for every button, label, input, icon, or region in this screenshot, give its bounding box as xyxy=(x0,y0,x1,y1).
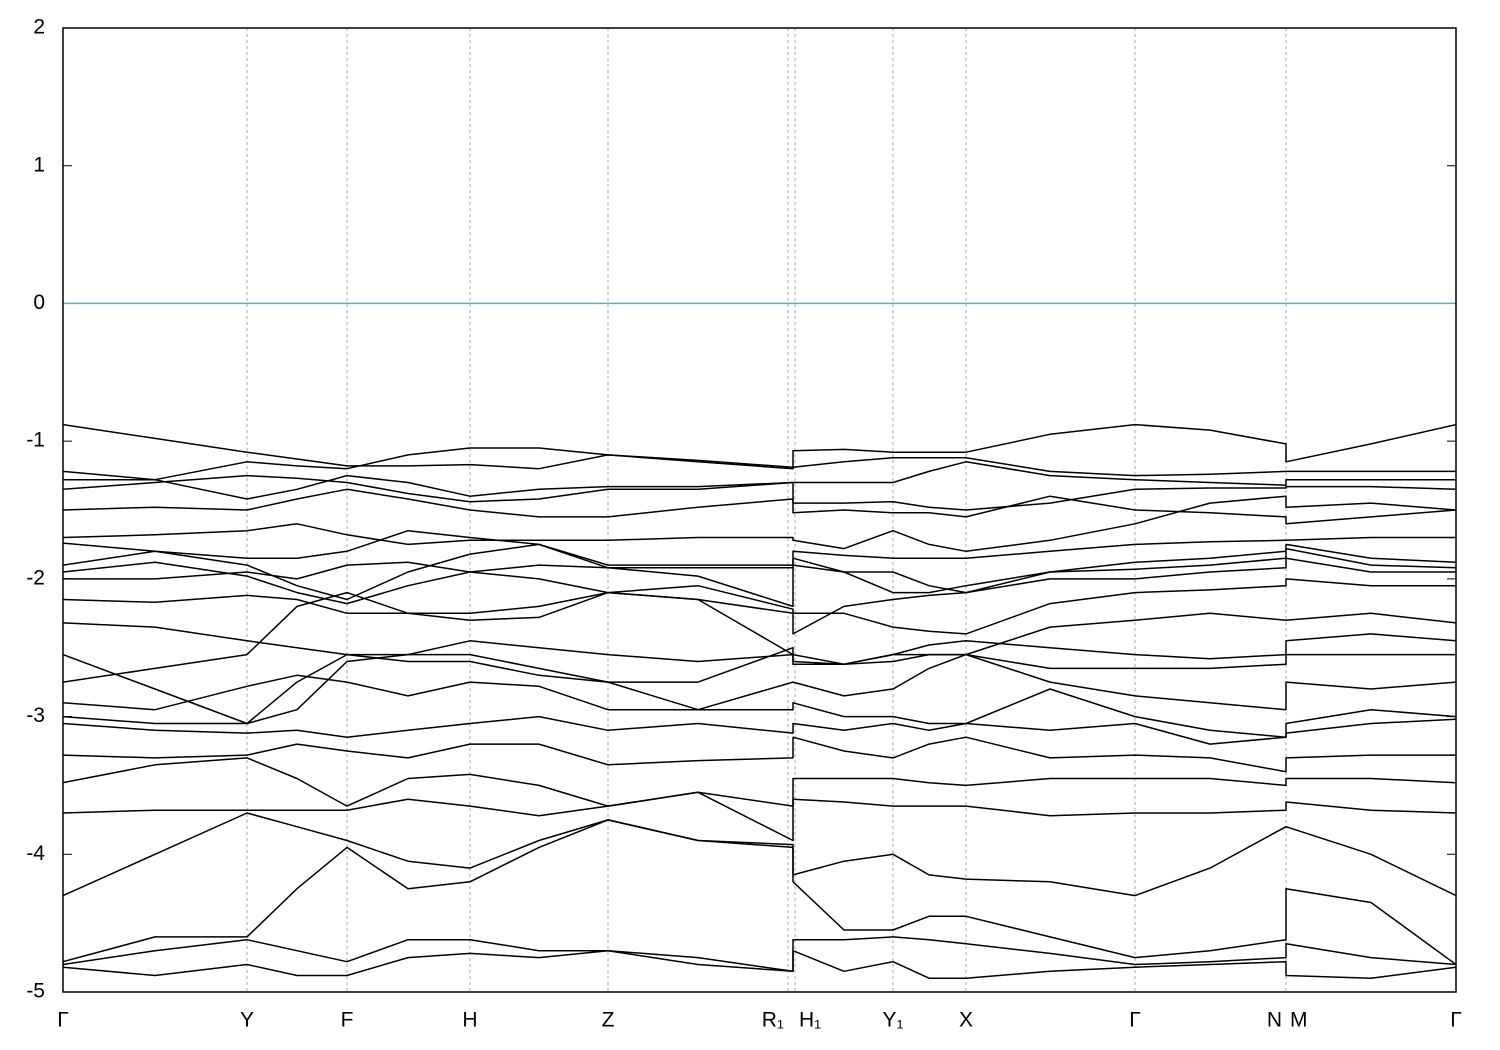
band-line xyxy=(63,578,1456,635)
band-line xyxy=(63,547,1456,608)
band-line xyxy=(63,819,1456,966)
band-line xyxy=(63,757,1456,807)
y-tick-label: -3 xyxy=(26,704,45,727)
band-line xyxy=(63,715,1456,745)
y-tick-label: -2 xyxy=(26,566,45,589)
x-tick-label: Y xyxy=(240,1009,254,1032)
band-line xyxy=(63,488,1456,525)
band-line xyxy=(63,591,1456,683)
band-line xyxy=(63,736,1456,773)
band-line xyxy=(63,423,1456,470)
y-tick-label: -1 xyxy=(26,429,45,452)
plot-frame xyxy=(62,27,1457,993)
x-tick-label: H xyxy=(462,1009,477,1032)
band-line xyxy=(63,653,1456,738)
x-tick-label: M xyxy=(1290,1009,1308,1032)
band-line xyxy=(63,791,1456,842)
x-tick-label: Γ xyxy=(57,1009,69,1032)
x-tick-label: F xyxy=(341,1009,354,1032)
x-tick-label: N xyxy=(1267,1009,1282,1032)
x-tick-label: Γ xyxy=(1129,1009,1141,1032)
band-line xyxy=(63,461,1456,500)
y-tick-label: 1 xyxy=(33,153,45,176)
x-tick-label: R₁ xyxy=(762,1009,784,1032)
x-tick-label: Y₁ xyxy=(882,1009,903,1032)
x-tick-label: Z xyxy=(602,1009,615,1032)
x-tick-label: H₁ xyxy=(799,1009,821,1032)
band-line xyxy=(63,557,1456,635)
band-line xyxy=(63,495,1456,553)
y-tick-label: 0 xyxy=(33,291,45,314)
y-tick-label: -4 xyxy=(26,842,45,865)
x-tick-label: Γ xyxy=(1450,1009,1462,1032)
y-tick-label: 2 xyxy=(33,16,45,39)
x-tick-label: X xyxy=(959,1009,973,1032)
band-line xyxy=(63,653,1456,711)
y-tick-label: -5 xyxy=(26,980,45,1003)
band-line xyxy=(63,936,1456,973)
band-line xyxy=(63,447,1456,481)
band-line xyxy=(63,543,1456,601)
band-line xyxy=(63,949,1456,979)
